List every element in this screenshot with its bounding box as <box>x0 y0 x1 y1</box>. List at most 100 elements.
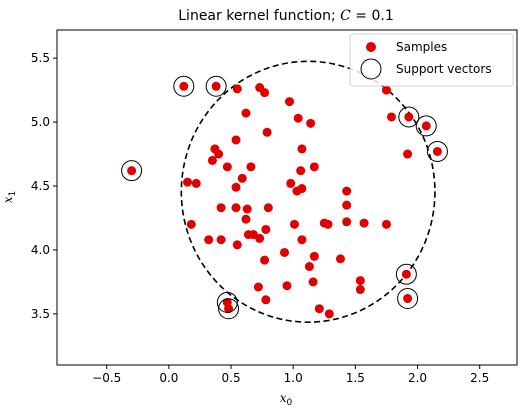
sample-point <box>260 255 270 265</box>
sample-point <box>127 166 137 176</box>
sample-point <box>191 178 201 188</box>
sample-point <box>241 214 251 224</box>
support-vector-marker <box>415 115 437 137</box>
sample-point <box>211 81 221 91</box>
sample-point <box>232 240 242 250</box>
sample-point <box>232 84 242 94</box>
sample-point <box>242 204 252 214</box>
legend-box <box>349 33 514 87</box>
y-axis-label-sub: 1 <box>8 191 18 197</box>
plot-area <box>121 60 448 323</box>
sample-point <box>231 135 241 145</box>
sample-point <box>241 108 251 118</box>
sample-point <box>186 219 196 229</box>
sample-point <box>179 81 189 91</box>
sample-point <box>183 177 193 187</box>
sample-point <box>309 162 319 172</box>
sample-point <box>262 127 272 137</box>
sample-point <box>304 262 314 272</box>
sample-point <box>403 149 413 159</box>
support-vector-marker <box>173 75 195 97</box>
legend-support-vectors-label: Support vectors <box>396 62 492 76</box>
sample-point <box>421 121 431 131</box>
chart-title-variable: C <box>340 8 351 24</box>
y-tick-label: 4.5 <box>31 179 50 193</box>
sample-point <box>207 155 217 165</box>
y-tick-label: 4.0 <box>31 243 50 257</box>
y-axis: 3.5 4.0 4.5 5.0 5.5 <box>31 51 57 321</box>
sample-point <box>216 235 226 245</box>
support-vector-marker <box>121 160 143 182</box>
sample-point <box>222 162 232 172</box>
sample-point <box>231 203 241 213</box>
sample-point <box>381 85 391 95</box>
x-tick-label: 2.5 <box>470 371 489 385</box>
sample-point <box>297 144 307 154</box>
sample-point <box>342 186 352 196</box>
sample-point <box>314 304 324 314</box>
sample-point <box>386 112 396 122</box>
sample-point <box>289 219 299 229</box>
x-tick-label: 0.0 <box>159 371 178 385</box>
chart-title-suffix: = 0.1 <box>351 8 394 24</box>
x-tick-label: 1.5 <box>346 371 365 385</box>
sample-point <box>297 184 307 194</box>
sample-point <box>214 149 224 159</box>
x-tick-label: −0.5 <box>92 371 121 385</box>
support-vector-marker <box>397 288 419 310</box>
legend-support-vectors-marker <box>360 58 382 80</box>
plot-frame <box>56 29 518 366</box>
sample-point <box>260 88 270 98</box>
support-vector-marker <box>205 75 227 97</box>
sample-point <box>324 309 334 319</box>
sample-point <box>308 277 318 287</box>
sample-point <box>309 251 319 261</box>
y-tick-label: 5.5 <box>31 51 50 65</box>
sample-point <box>280 247 290 257</box>
y-axis-label: x1 <box>1 191 18 204</box>
sample-point <box>224 304 234 314</box>
sample-point <box>403 294 413 304</box>
chart-title: Linear kernel function; C = 0.1 <box>178 8 394 24</box>
x-tick-label: 0.5 <box>222 371 241 385</box>
y-tick-label: 3.5 <box>31 307 50 321</box>
x-tick-label: 1.0 <box>284 371 303 385</box>
x-tick-label: 2.0 <box>408 371 427 385</box>
legend-samples-marker <box>366 42 376 52</box>
legend: Samples Support vectors <box>349 33 514 87</box>
support-vector-marker <box>218 298 240 320</box>
sample-point <box>282 281 292 291</box>
sample-point <box>216 203 226 213</box>
sample-point <box>381 219 391 229</box>
chart-title-prefix: Linear kernel function; <box>178 8 340 24</box>
sample-point <box>359 218 369 228</box>
sample-point <box>306 118 316 128</box>
sample-point <box>401 269 411 279</box>
sample-point <box>297 235 307 245</box>
sample-point <box>355 276 365 286</box>
y-tick-label: 5.0 <box>31 115 50 129</box>
x-axis-label-base: x <box>280 391 287 405</box>
x-axis-label-sub: 0 <box>287 398 293 408</box>
x-axis: −0.5 0.0 0.5 1.0 1.5 2.0 2.5 <box>92 365 489 385</box>
sample-point <box>323 219 333 229</box>
support-vector-marker <box>395 263 417 285</box>
sample-point <box>261 224 271 234</box>
sample-point <box>237 173 247 183</box>
decision-boundary <box>180 60 436 323</box>
sample-point <box>293 113 303 123</box>
sample-point <box>404 112 414 122</box>
support-vector-marker <box>216 291 238 313</box>
sample-point <box>253 282 263 292</box>
sample-point <box>261 295 271 305</box>
sample-point <box>263 203 273 213</box>
sample-point <box>231 182 241 192</box>
sample-point <box>432 146 442 156</box>
support-vector-marker <box>398 106 420 128</box>
sample-point <box>296 166 306 176</box>
support-vector-marker <box>426 140 448 162</box>
y-axis-label-base: x <box>1 196 15 203</box>
sample-point <box>355 285 365 295</box>
sample-point <box>342 200 352 210</box>
